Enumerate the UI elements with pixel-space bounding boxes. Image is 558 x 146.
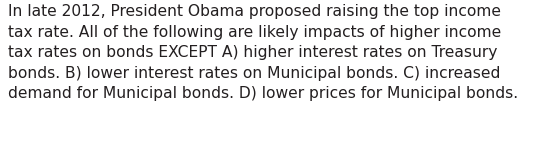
Text: In late 2012, President Obama proposed raising the top income
tax rate. All of t: In late 2012, President Obama proposed r… bbox=[8, 4, 518, 101]
